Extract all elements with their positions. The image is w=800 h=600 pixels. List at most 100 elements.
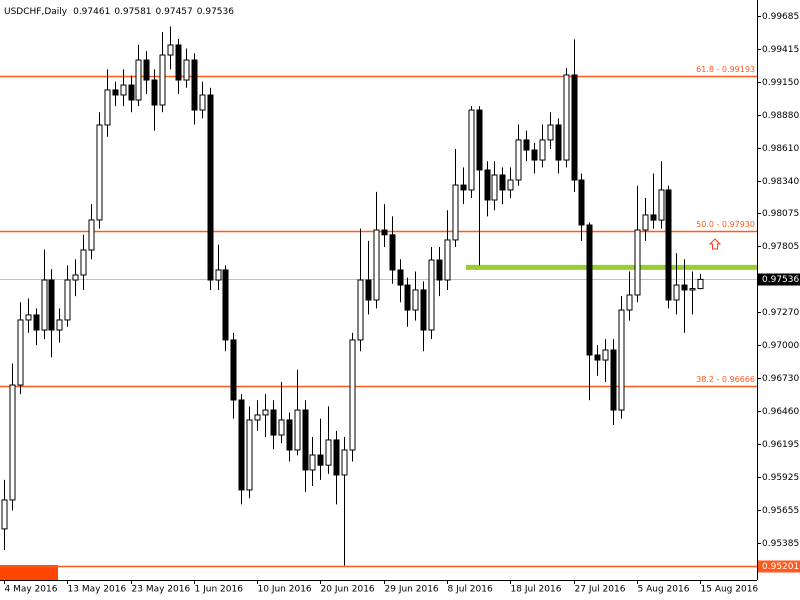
candle-body xyxy=(25,314,32,321)
candle-body xyxy=(658,189,665,221)
corner-marker xyxy=(0,565,58,580)
x-tick-label: 4 May 2016 xyxy=(5,585,58,595)
candle-body xyxy=(626,294,633,311)
candle-body xyxy=(634,229,641,296)
candle-body xyxy=(507,179,514,191)
x-tick-label: 27 Jul 2016 xyxy=(575,585,626,595)
y-tick-label: 0.95385 xyxy=(762,539,799,549)
candle-body xyxy=(468,109,475,191)
candle-body xyxy=(555,124,562,161)
candle-body xyxy=(381,229,388,236)
candle-body xyxy=(325,439,332,466)
candle-body xyxy=(309,454,316,471)
candle-body xyxy=(499,174,506,191)
candle-body xyxy=(317,454,324,466)
candle-body xyxy=(341,449,348,476)
chart-header: USDCHF,Daily 0.97461 0.97581 0.97457 0.97536 xyxy=(4,7,234,17)
candle-body xyxy=(17,319,24,386)
candle-body xyxy=(215,269,222,281)
x-tick-label: 23 May 2016 xyxy=(132,585,191,595)
y-tick-label: 0.98610 xyxy=(762,144,799,154)
candle-body xyxy=(88,219,95,251)
price-box xyxy=(758,273,800,286)
y-tick-label: 0.99415 xyxy=(762,45,799,55)
y-tick-label: 0.99150 xyxy=(762,78,799,88)
candle-body xyxy=(41,279,48,331)
candle-body xyxy=(222,269,229,341)
candle-body xyxy=(33,314,40,331)
candle-body xyxy=(128,84,135,101)
low-line-box xyxy=(758,560,800,573)
candle-body xyxy=(571,74,578,181)
candle-body xyxy=(586,224,593,356)
candle-body xyxy=(183,59,190,81)
y-tick-label: 0.99685 xyxy=(762,12,799,22)
level-label: 38.2 - 0.96666 xyxy=(696,375,755,384)
candle-body xyxy=(9,384,16,501)
candle-body xyxy=(151,79,158,106)
candle-body xyxy=(515,139,522,181)
price-label: 0.97536 xyxy=(762,275,799,285)
candle-body xyxy=(175,44,182,81)
candle-body xyxy=(135,59,142,101)
x-tick-label: 29 Jun 2016 xyxy=(385,585,439,595)
candle-body xyxy=(72,274,79,281)
candle-body xyxy=(294,409,301,451)
candle-body xyxy=(404,284,411,311)
level-label: 50.0 - 0.97930 xyxy=(696,220,755,229)
candle-body xyxy=(365,279,372,301)
candle-body xyxy=(262,409,269,416)
candle-body xyxy=(523,139,530,151)
candle-body xyxy=(112,89,119,96)
candle-body xyxy=(428,259,435,331)
candle-body xyxy=(673,284,680,301)
candle-body xyxy=(286,419,293,451)
candle-body xyxy=(697,278,704,290)
candle-body xyxy=(397,269,404,286)
candle-body xyxy=(412,289,419,311)
candle-body xyxy=(681,284,688,291)
x-tick-label: 1 Jun 2016 xyxy=(195,585,244,595)
y-tick-label: 0.96730 xyxy=(762,374,799,384)
header-open: 0.97461 xyxy=(73,7,110,17)
y-tick-label: 0.96460 xyxy=(762,407,799,417)
candle-body xyxy=(349,339,356,451)
candle-body xyxy=(420,289,427,331)
candle-body xyxy=(1,499,8,530)
x-tick-label: 8 Jul 2016 xyxy=(448,585,493,595)
candle-body xyxy=(602,349,609,361)
y-tick-label: 0.97000 xyxy=(762,341,799,351)
candle-body xyxy=(578,179,585,226)
candle-body xyxy=(64,279,71,321)
candle-body xyxy=(238,399,245,491)
low-line-label: 0.95201 xyxy=(762,562,799,572)
candle-body xyxy=(389,234,396,271)
x-tick-label: 18 Jul 2016 xyxy=(511,585,562,595)
candle-body xyxy=(167,44,174,56)
candle-body xyxy=(476,109,483,171)
candle-body xyxy=(563,74,570,161)
candle-body xyxy=(436,259,443,281)
candle-body xyxy=(120,84,127,96)
candle-body xyxy=(484,169,491,201)
candle-body xyxy=(56,319,63,331)
candle-body xyxy=(80,249,87,276)
candle-body xyxy=(610,349,617,411)
candle-body xyxy=(531,149,538,161)
candle-body xyxy=(246,419,253,491)
candle-body xyxy=(373,229,380,301)
candle-body xyxy=(452,184,459,241)
candle-body xyxy=(491,174,498,201)
candle-body xyxy=(159,54,166,106)
y-tick-label: 0.98340 xyxy=(762,177,799,187)
candle-body xyxy=(191,59,198,111)
candle-body xyxy=(650,214,657,221)
candle-body xyxy=(689,288,696,291)
candle-body xyxy=(96,124,103,221)
candle-body xyxy=(642,214,649,231)
candle-body xyxy=(270,409,277,436)
candle-body xyxy=(104,89,111,126)
header-low: 0.97457 xyxy=(156,7,193,17)
candle-body xyxy=(207,94,214,281)
